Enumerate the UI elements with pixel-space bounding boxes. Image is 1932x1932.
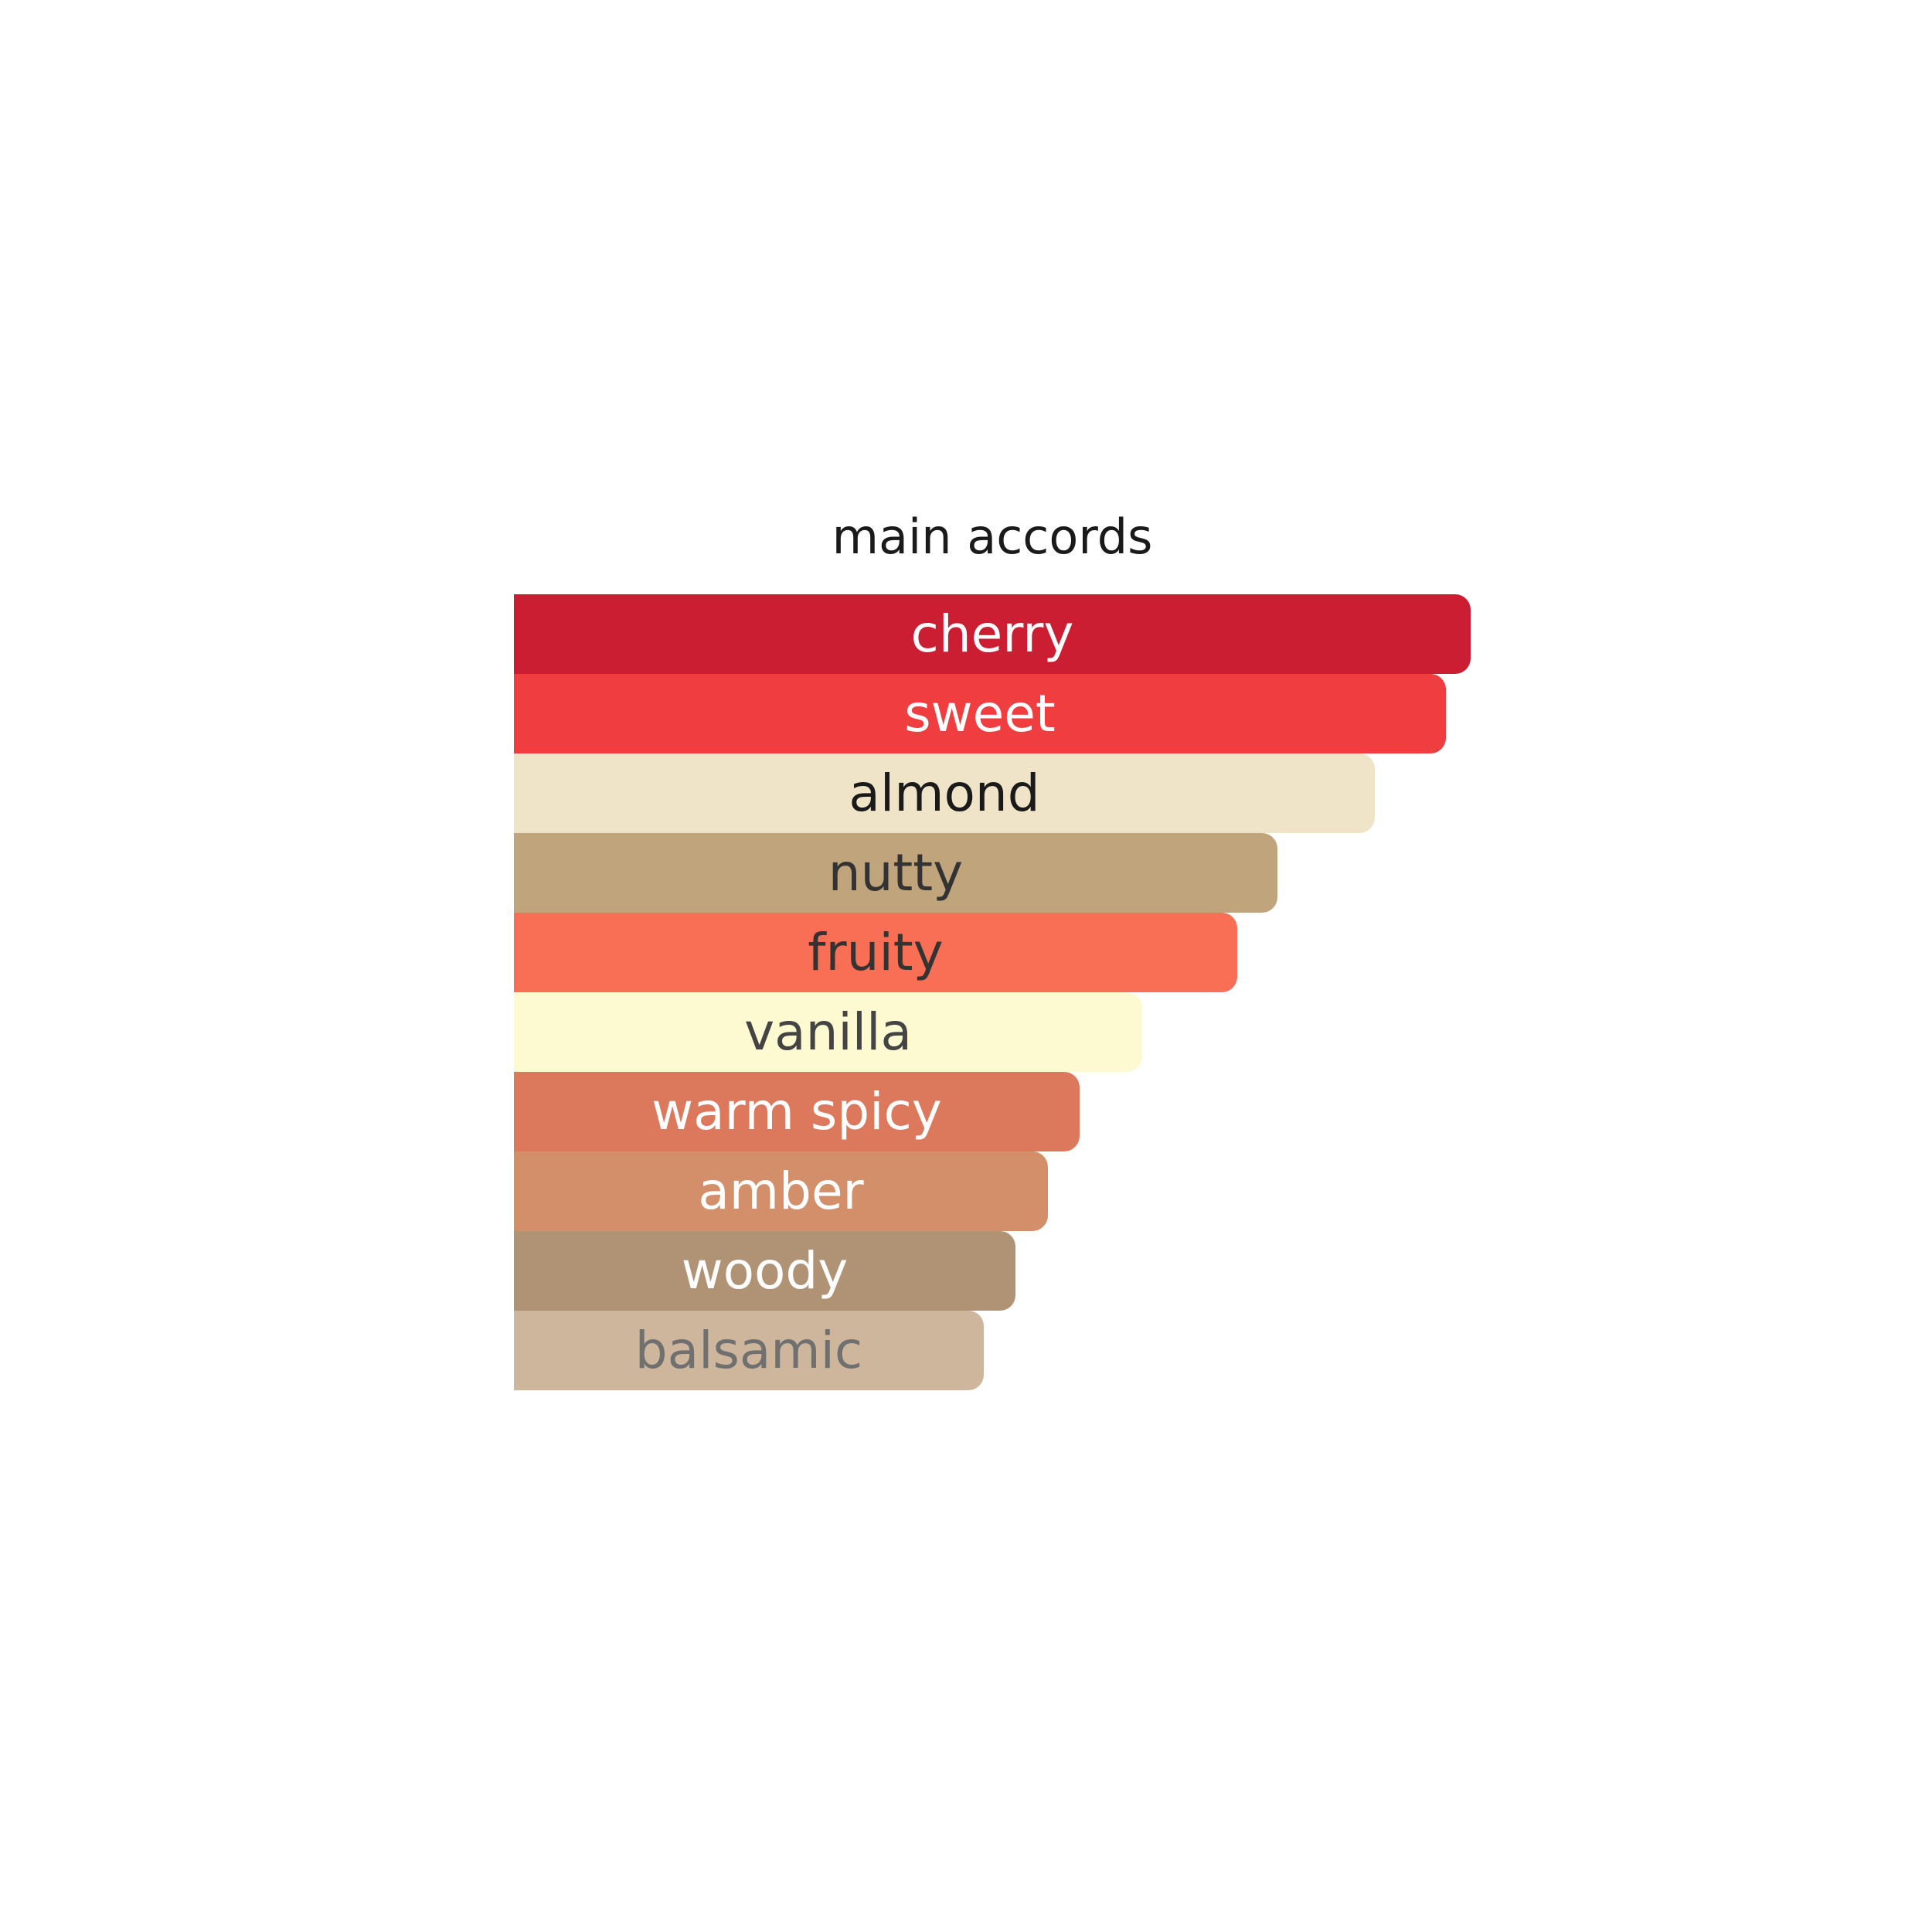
accord-label-cherry: cherry: [910, 604, 1074, 664]
accord-label-vanilla: vanilla: [744, 1002, 912, 1062]
accord-label-nutty: nutty: [828, 843, 964, 903]
accord-label-balsamic: balsamic: [634, 1321, 863, 1380]
accord-label-fruity: fruity: [808, 923, 944, 982]
accord-label-almond: almond: [849, 764, 1040, 823]
accord-bar-warm-spicy: warm spicy: [514, 1072, 1080, 1151]
accord-bar-nutty: nutty: [514, 833, 1277, 913]
chart-title: main accords: [832, 509, 1153, 565]
accord-bar-balsamic: balsamic: [514, 1311, 984, 1390]
accord-bar-cherry: cherry: [514, 594, 1471, 674]
accord-bar-almond: almond: [514, 753, 1375, 833]
accord-bar-fruity: fruity: [514, 913, 1237, 992]
accord-bar-sweet: sweet: [514, 674, 1446, 753]
accord-label-amber: amber: [698, 1162, 864, 1221]
accord-label-woody: woody: [681, 1241, 849, 1301]
accord-label-sweet: sweet: [904, 684, 1056, 743]
accords-bar-chart: cherry sweet almond nutty fruity vanilla warm …: [514, 594, 1472, 1390]
accord-label-warm-spicy: warm spicy: [651, 1082, 942, 1141]
accord-bar-amber: amber: [514, 1151, 1048, 1231]
accord-bar-woody: woody: [514, 1231, 1015, 1311]
accord-bar-vanilla: vanilla: [514, 992, 1142, 1072]
